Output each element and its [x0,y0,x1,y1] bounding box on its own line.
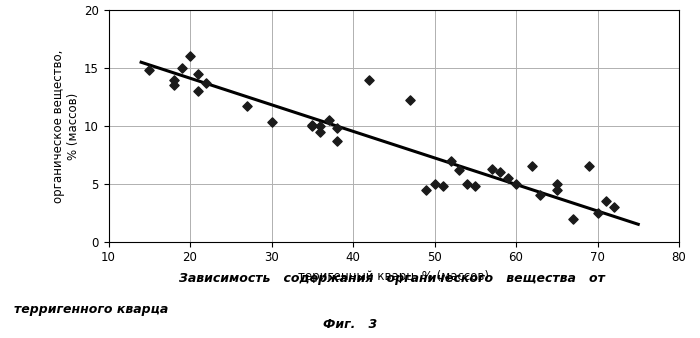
Point [241,103,253,109]
Point [315,123,326,128]
Point [437,184,448,189]
Point [445,158,456,163]
Point [421,187,432,192]
Point [315,129,326,135]
Point [168,77,179,82]
Point [168,83,179,88]
Point [470,184,481,189]
Y-axis label: органическое вещество,
% (массов): органическое вещество, % (массов) [52,49,80,202]
Point [405,98,416,103]
Point [193,71,204,76]
Point [551,187,562,192]
Point [494,169,505,175]
Point [193,89,204,94]
Point [526,164,538,169]
Point [144,68,155,73]
Point [535,193,546,198]
Point [568,216,579,221]
Point [266,120,277,125]
Point [323,117,334,123]
Point [510,181,522,187]
Text: терригенного кварца: терригенного кварца [14,303,168,315]
Point [331,125,342,131]
Point [184,54,195,59]
Point [584,164,595,169]
Point [307,122,318,127]
X-axis label: теригенный кварц, % (массов): теригенный кварц, % (массов) [298,270,489,283]
Point [176,65,188,71]
Point [551,181,562,187]
Point [592,210,603,215]
Point [454,167,465,173]
Point [600,198,611,204]
Text: Зависимость   содержания   органического   вещества   от: Зависимость содержания органического вещ… [179,272,605,285]
Point [608,204,620,210]
Point [486,166,497,171]
Point [429,181,440,187]
Point [201,80,212,86]
Text: Фиг.   3: Фиг. 3 [323,318,377,331]
Point [364,77,375,82]
Point [461,181,472,187]
Point [503,175,514,181]
Point [307,123,318,128]
Point [331,138,342,144]
